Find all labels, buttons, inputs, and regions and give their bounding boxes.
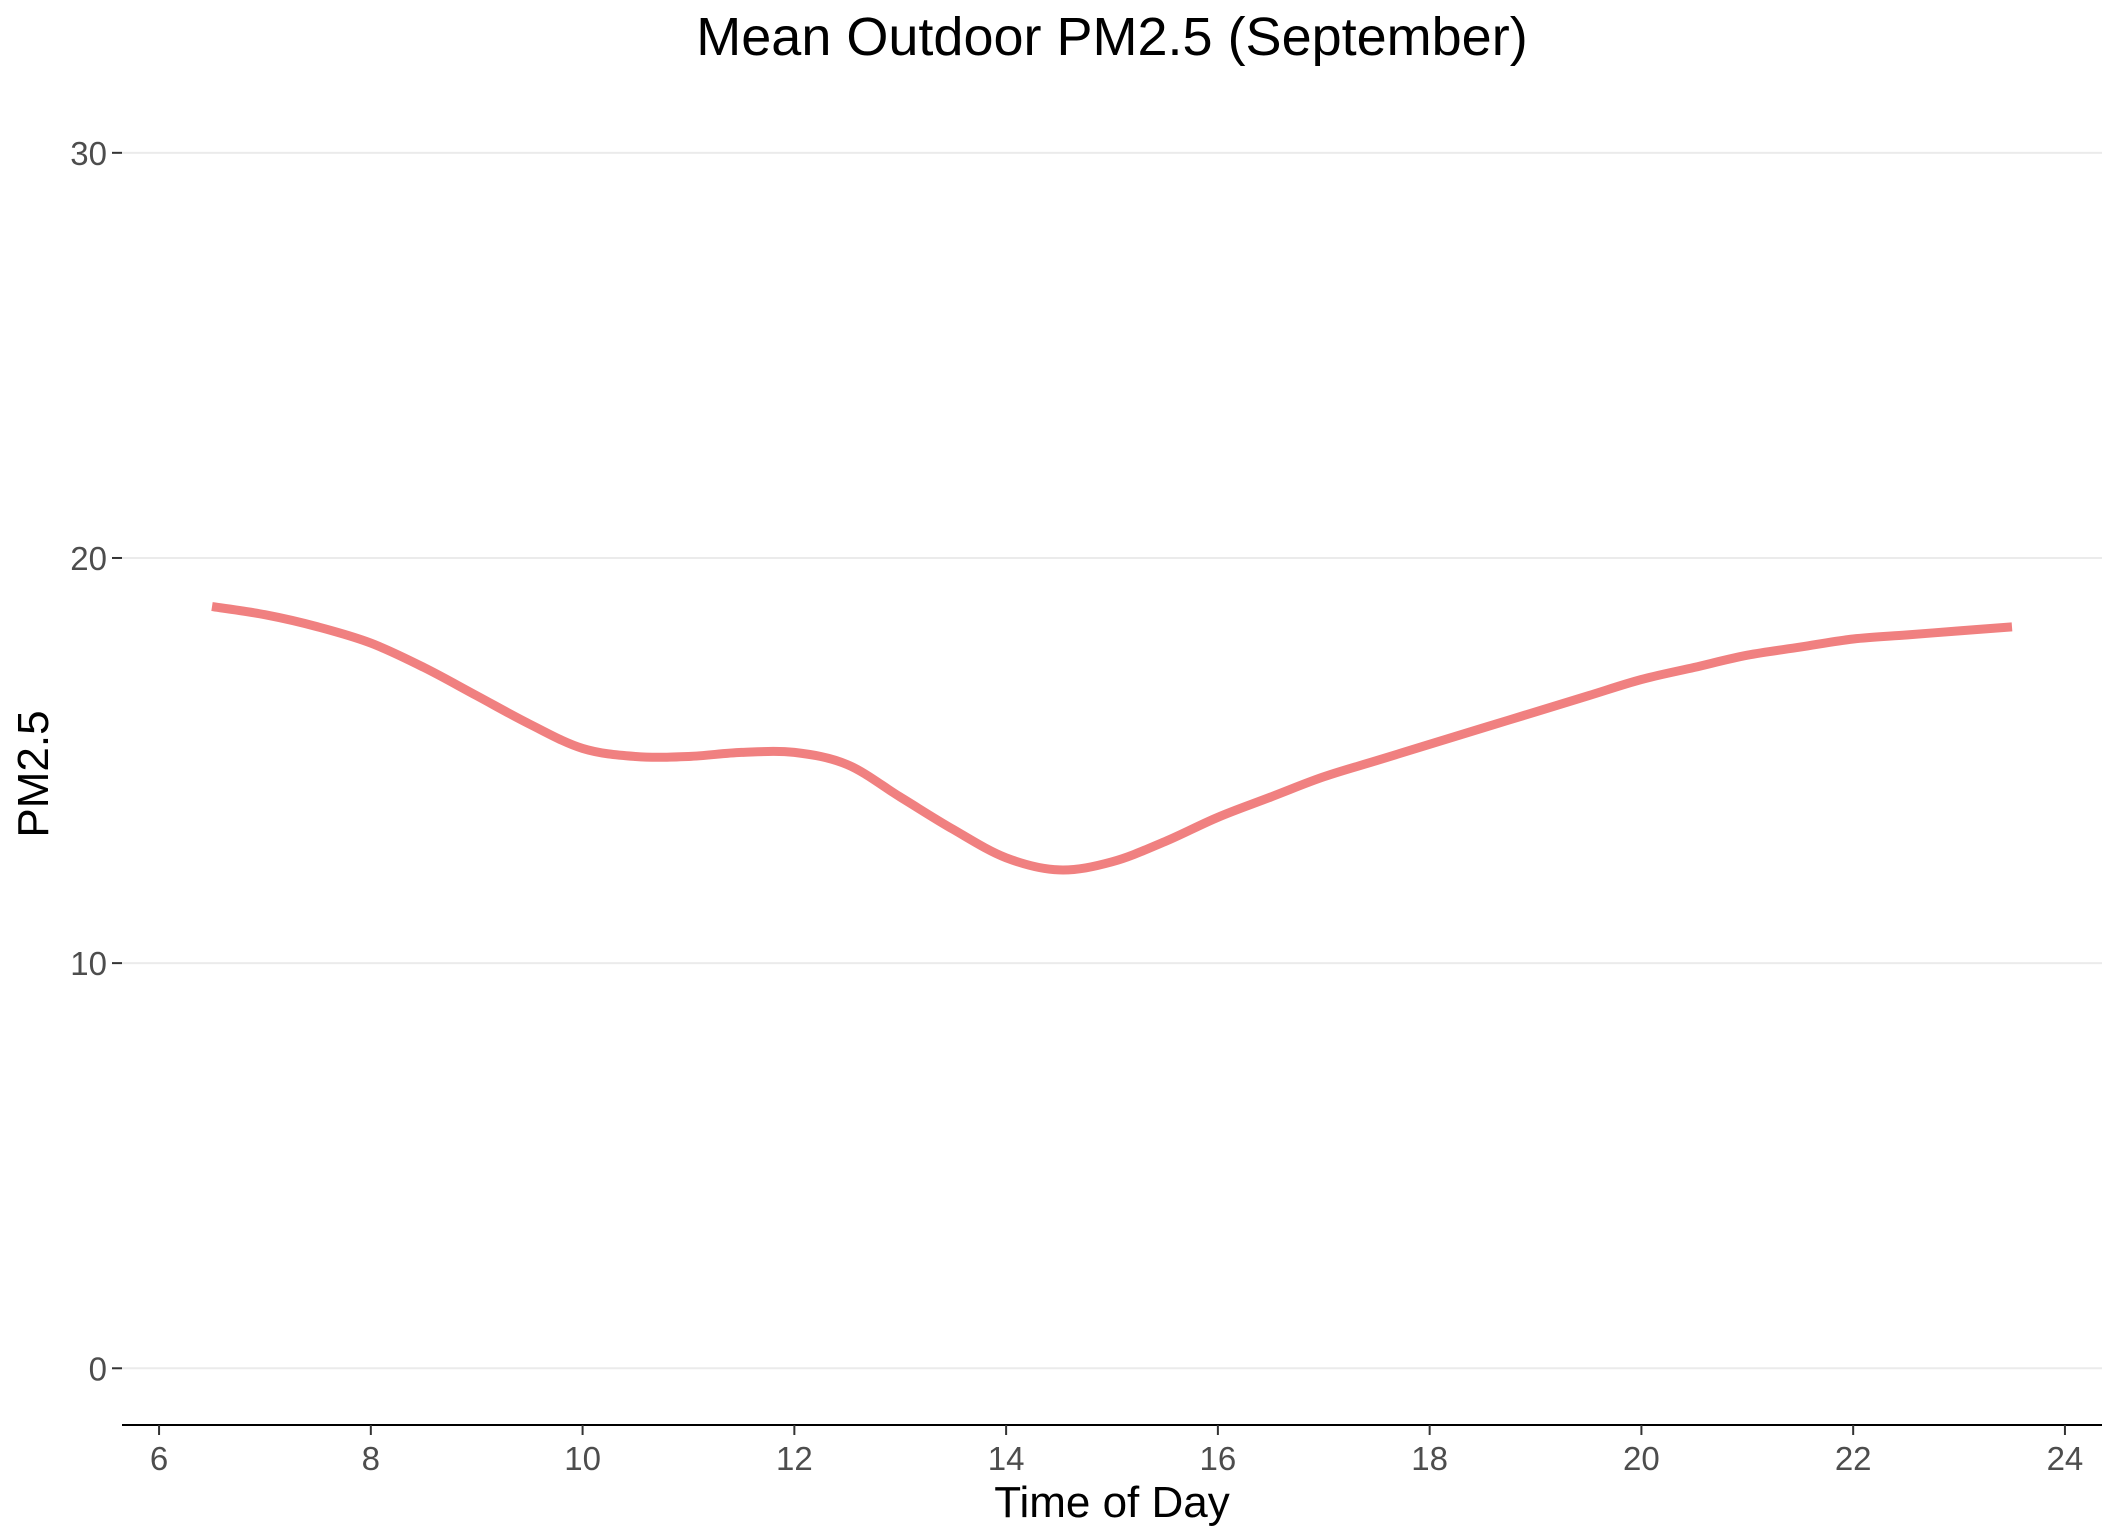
grid [122, 151, 2102, 1370]
x-axis-label: Time of Day [994, 1478, 1230, 1527]
series-line-0 [211, 602, 2013, 875]
x-tick-label-14: 14 [988, 1440, 1025, 1477]
x-tick-label-6: 6 [150, 1440, 168, 1477]
x-tick-label-18: 18 [1411, 1440, 1448, 1477]
y-axis: 0 10 20 30 [70, 135, 122, 1387]
y-tick-label-20: 20 [70, 540, 107, 577]
x-tick-label-10: 10 [564, 1440, 601, 1477]
x-tick-label-24: 24 [2047, 1440, 2084, 1477]
x-tick-label-22: 22 [1835, 1440, 1872, 1477]
y-tick-label-0: 0 [89, 1350, 107, 1387]
chart-title: Mean Outdoor PM2.5 (September) [696, 7, 1527, 67]
y-tick-label-10: 10 [70, 945, 107, 982]
x-tick-label-20: 20 [1623, 1440, 1660, 1477]
x-tick-label-16: 16 [1200, 1440, 1237, 1477]
series-layer [211, 602, 2013, 875]
x-axis: 6 8 10 12 14 16 18 20 22 24 [122, 1424, 2102, 1477]
y-tick-label-30: 30 [70, 135, 107, 172]
y-axis-label: PM2.5 [9, 710, 58, 837]
x-tick-label-8: 8 [362, 1440, 380, 1477]
x-tick-label-12: 12 [776, 1440, 813, 1477]
